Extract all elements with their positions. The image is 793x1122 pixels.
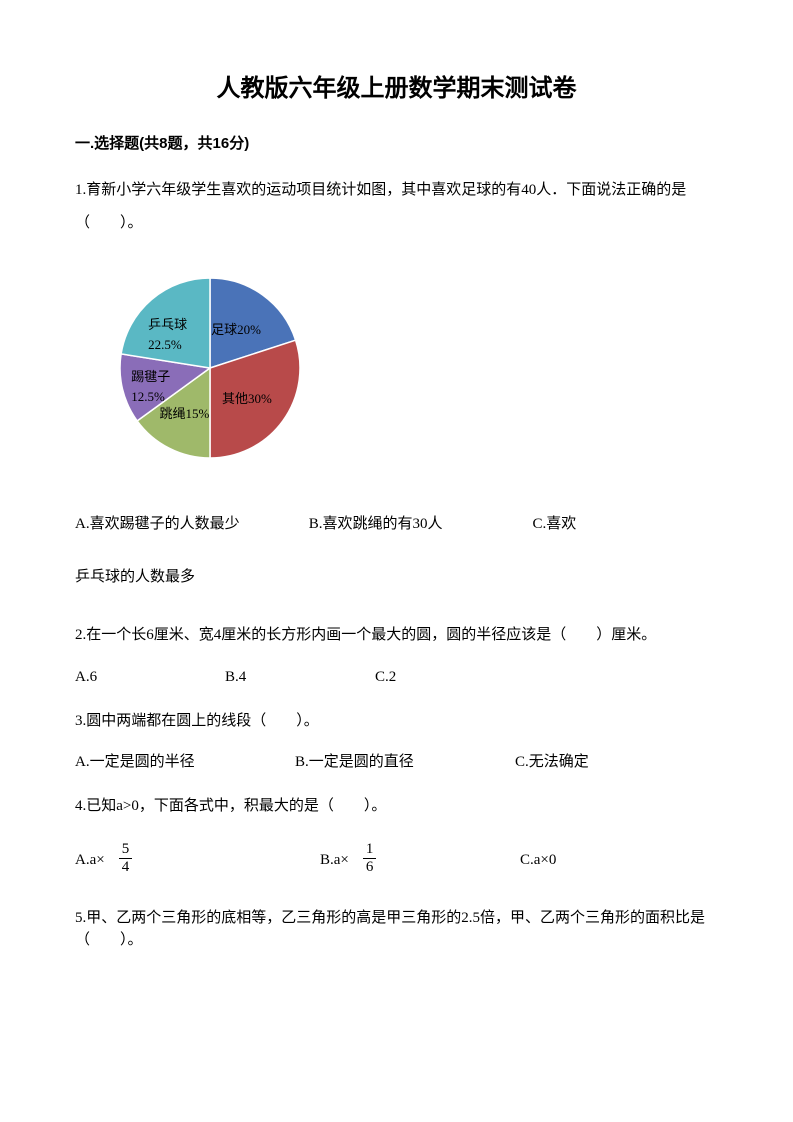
frac-den: 6: [363, 859, 377, 875]
q3-options: A.一定是圆的半径 B.一定是圆的直径 C.无法确定: [75, 746, 718, 779]
q3-option-a: A.一定是圆的半径: [75, 746, 295, 779]
q4-option-a: A.a× 5 4: [75, 844, 320, 877]
frac-num: 5: [119, 842, 133, 859]
q4-c-text: C.a×0: [520, 844, 556, 877]
question-1: 1.育新小学六年级学生喜欢的运动项目统计如图，其中喜欢足球的有40人．下面说法正…: [75, 174, 718, 240]
q2-option-b: B.4: [225, 661, 375, 694]
q1-option-c: C.喜欢: [533, 508, 577, 541]
q2-option-a: A.6: [75, 661, 225, 694]
fraction-5-4: 5 4: [119, 842, 133, 875]
q1-options: A.喜欢踢毽子的人数最少 B.喜欢跳绳的有30人 C.喜欢 乒乓球的人数最多: [75, 508, 718, 594]
q1-option-c-line2: 乒乓球的人数最多: [75, 561, 718, 594]
frac-num: 1: [363, 842, 377, 859]
q1-option-b: B.喜欢跳绳的有30人: [309, 508, 529, 541]
question-3: 3.圆中两端都在圆上的线段（ ）。: [75, 710, 718, 733]
fraction-1-6: 1 6: [363, 842, 377, 875]
page-title: 人教版六年级上册数学期末测试卷: [75, 70, 718, 108]
q3-option-c: C.无法确定: [515, 746, 589, 779]
q4-options: A.a× 5 4 B.a× 1 6 C.a×0: [75, 844, 718, 877]
pie-chart: 足球20%其他30%跳绳15%踢毽子12.5%乒乓球22.5%: [85, 258, 335, 478]
question-5: 5.甲、乙两个三角形的底相等，乙三角形的高是甲三角形的2.5倍，甲、乙两个三角形…: [75, 907, 718, 952]
q2-options: A.6 B.4 C.2: [75, 661, 718, 694]
q3-option-b: B.一定是圆的直径: [295, 746, 515, 779]
q4-option-c: C.a×0: [520, 844, 556, 877]
question-4: 4.已知a>0，下面各式中，积最大的是（ ）。: [75, 795, 718, 818]
frac-den: 4: [119, 859, 133, 875]
q4-b-prefix: B.a×: [320, 844, 349, 877]
q2-option-c: C.2: [375, 661, 396, 694]
q4-option-b: B.a× 1 6: [320, 844, 520, 877]
question-2: 2.在一个长6厘米、宽4厘米的长方形内画一个最大的圆，圆的半径应该是（ ）厘米。: [75, 624, 718, 647]
q1-option-a: A.喜欢踢毽子的人数最少: [75, 508, 305, 541]
section-header: 一.选择题(共8题，共16分): [75, 132, 718, 156]
q4-a-prefix: A.a×: [75, 844, 105, 877]
